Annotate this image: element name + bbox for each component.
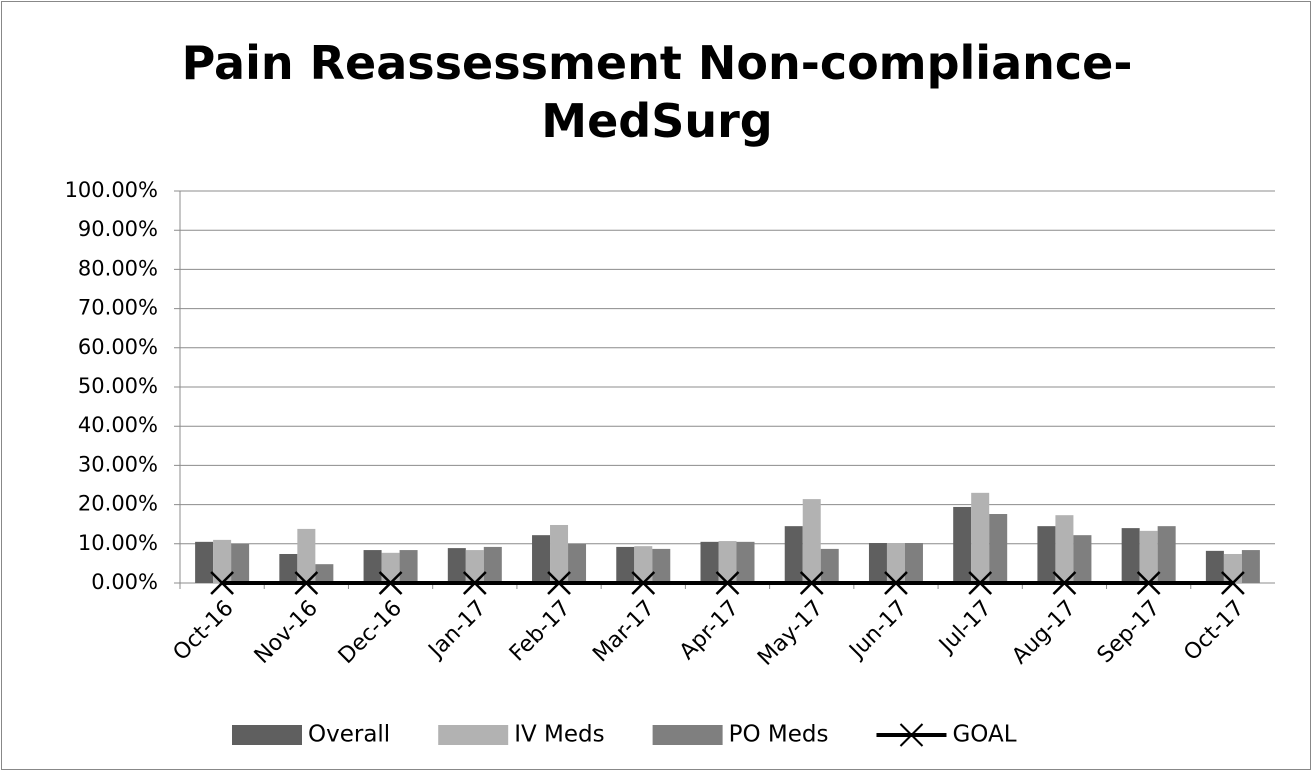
y-tick-label: 40.00% [78,413,158,437]
bar [868,543,887,583]
x-tick-label: Dec-16 [334,596,407,669]
bar [363,550,382,583]
bar [802,499,821,583]
bar [315,564,334,583]
bar [483,546,502,583]
bar [1121,528,1140,583]
goal-marker [547,571,571,595]
goal-marker [1052,571,1077,595]
goal-marker [1136,571,1161,595]
bar [953,506,972,583]
bar [550,524,569,583]
x-tick-label: May-17 [753,596,828,671]
bar [213,539,232,583]
bar [1139,530,1158,583]
x-tick-label: Oct-17 [1179,596,1249,666]
bar [971,492,990,583]
y-tick-label: 80.00% [78,256,158,280]
goal-marker [1220,571,1245,595]
bar [700,541,719,583]
legend-swatch [438,725,509,745]
x-tick-label: Apr-17 [675,596,744,665]
x-tick-label: Jan-17 [423,596,491,664]
x-tick-label: Aug-17 [1007,596,1080,669]
y-tick-label: 100.00% [65,178,158,202]
legend-label: IV Meds [514,722,604,748]
x-tick-label: Feb-17 [505,596,576,667]
bar [195,541,214,583]
bar [231,543,250,583]
x-tick-label: Mar-17 [588,596,659,667]
bar [465,550,484,583]
legend-swatch [232,725,302,745]
bar [1205,550,1224,583]
goal-marker [968,571,993,595]
bar [568,543,587,583]
bar [904,543,923,583]
bar [1157,526,1176,583]
y-tick-label: 70.00% [78,296,158,320]
bar [616,546,635,583]
bar [886,543,905,583]
bar [1223,553,1242,583]
bar [1037,526,1056,583]
y-tick-label: 30.00% [78,452,158,476]
bar [381,552,400,583]
bar [652,548,671,583]
bar [1073,535,1092,583]
bar [989,514,1008,583]
bar [447,548,466,583]
goal-marker [378,571,403,595]
goal-marker [294,571,319,595]
bar [279,553,298,583]
y-tick-label: 10.00% [78,531,158,555]
bar [736,541,755,583]
bar [399,550,418,583]
bar [820,548,839,583]
x-tick-label: Oct-16 [169,596,239,666]
goal-marker [462,571,487,595]
bar [1241,550,1260,583]
bar [718,541,737,583]
goal-marker [884,571,908,595]
y-tick-label: 20.00% [78,492,158,516]
bar [297,528,316,583]
goal-marker [799,571,824,595]
goal-marker [631,571,656,595]
legend-marker [899,723,924,747]
goal-marker [210,571,234,595]
goal-marker [715,571,740,595]
legend-swatch [652,725,723,745]
x-tick-label: Jul-17 [933,596,996,659]
legend-label: PO Meds [729,722,829,748]
bar [784,526,803,583]
y-tick-label: 50.00% [78,374,158,398]
y-tick-label: 60.00% [78,335,158,359]
y-tick-label: 90.00% [78,217,158,241]
bar [1055,515,1074,583]
bar [634,546,653,583]
chart-title: Pain Reassessment Non-compliance-MedSurg [181,36,1133,148]
legend-label: GOAL [952,722,1016,748]
x-tick-label: Sep-17 [1093,596,1165,668]
bar [532,535,551,583]
legend-label: Overall [308,722,390,748]
x-tick-label: Nov-16 [250,596,323,669]
x-tick-label: Jun-17 [844,596,913,665]
y-tick-label: 0.00% [91,570,158,594]
